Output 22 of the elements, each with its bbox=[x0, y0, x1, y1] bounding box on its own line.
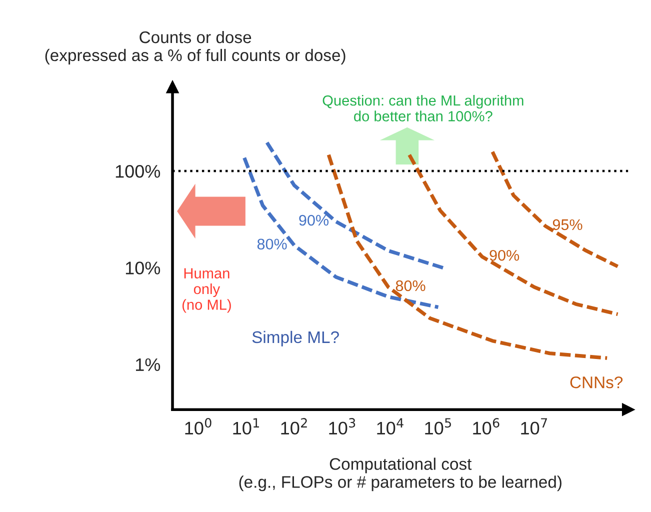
x-tick-label: 10$^{7}$ bbox=[521, 418, 547, 435]
x-tick-label: 10$^{0}$ bbox=[185, 418, 212, 435]
y-tick-label: 1% bbox=[136, 358, 160, 371]
x-tick-label: 10$^{4}$ bbox=[377, 418, 404, 435]
annotation: Simple ML? bbox=[252, 330, 339, 346]
x-tick-label: 10$^{1}$ bbox=[233, 418, 259, 435]
series-label: 90% bbox=[299, 214, 329, 226]
series-label: 80% bbox=[257, 238, 287, 250]
annotation: Question: can the ML algorithm do better than 100%? bbox=[322, 94, 524, 122]
x-tick-label: 10$^{5}$ bbox=[425, 418, 451, 435]
series-label: 80% bbox=[396, 280, 426, 292]
y-axis-title: Counts or dose (expressed as a % of full counts or dose) bbox=[45, 30, 346, 64]
series-label: 90% bbox=[490, 250, 520, 261]
y-tick-label: 100% bbox=[116, 164, 160, 178]
y-tick-label: 10% bbox=[126, 262, 160, 274]
series-label: 95% bbox=[552, 219, 582, 230]
annotation: CNNs? bbox=[570, 376, 623, 388]
x-tick-label: 10$^{6}$ bbox=[473, 418, 500, 435]
x-axis-title: Computational cost (e.g., FLOPs or # parameters to be learned) bbox=[239, 458, 562, 492]
x-tick-label: 10$^{2}$ bbox=[281, 418, 307, 435]
annotation: Human only (no ML) bbox=[182, 268, 231, 313]
x-tick-label: 10$^{3}$ bbox=[329, 418, 356, 435]
